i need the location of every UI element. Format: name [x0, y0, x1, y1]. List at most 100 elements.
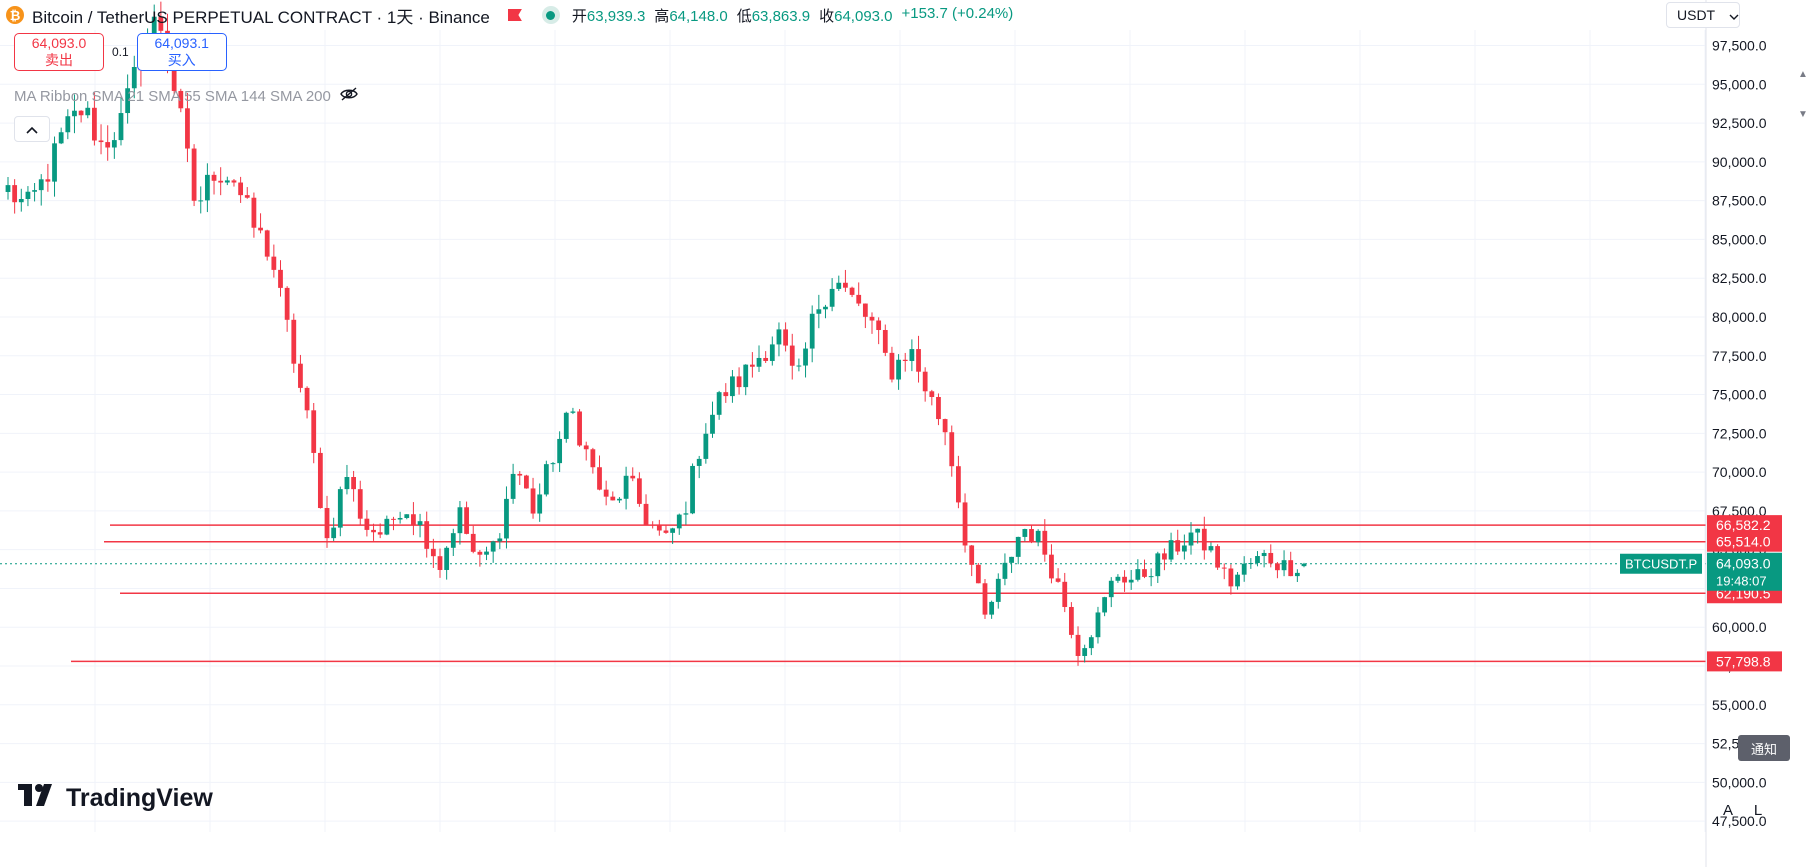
horizontal-levels[interactable] [0, 524, 1706, 663]
candle-body [902, 359, 908, 361]
candle-body [763, 357, 769, 361]
level-price-tag-label: 66,582.2 [1716, 517, 1771, 533]
sell-price: 64,093.0 [31, 35, 87, 51]
candle-body [929, 391, 935, 397]
candle-body [78, 110, 84, 116]
candle-body [543, 464, 549, 495]
low-value: 63,863.9 [751, 7, 811, 25]
grid [0, 30, 1706, 832]
buy-button[interactable]: 64,093.1 买入 [136, 33, 227, 71]
candle-body [1175, 540, 1181, 552]
candle-body [450, 533, 456, 548]
candle-body [749, 364, 755, 367]
ohlc-values: 开63,939.3 高64,148.0 低63,863.9 收64,093.0 … [572, 5, 1013, 26]
candle-body [1281, 560, 1287, 571]
spread-value: 0.1 [112, 45, 129, 59]
candle-body [969, 545, 975, 565]
flag-icon[interactable] [507, 9, 522, 21]
candle-body [796, 365, 802, 367]
candle-body [803, 348, 808, 366]
candle-body [995, 578, 1001, 602]
candle-body [1215, 546, 1220, 568]
candle-body [583, 445, 589, 450]
chart-header: ₿ Bitcoin / TetherUS PERPETUAL CONTRACT … [6, 0, 1013, 30]
candle-body [244, 195, 250, 198]
auto-scale-button[interactable]: A [1716, 798, 1740, 822]
candle-body [829, 288, 835, 307]
candle-body [922, 371, 928, 392]
price-tick-label: 97,500.0 [1712, 38, 1767, 54]
price-tick-label: 50,000.0 [1712, 774, 1767, 790]
price-tick-label: 55,000.0 [1712, 697, 1767, 713]
candle-body [590, 449, 596, 468]
symbol-title[interactable]: Bitcoin / TetherUS PERPETUAL CONTRACT · … [32, 7, 490, 27]
candle-body [45, 179, 51, 182]
price-tick-label: 72,500.0 [1712, 425, 1767, 441]
candle-body [251, 197, 257, 228]
candle-body [656, 524, 662, 531]
candle-body [869, 316, 875, 321]
candle-body [264, 230, 270, 257]
candle-body [816, 309, 822, 314]
currency-select[interactable]: USDT [1666, 2, 1740, 28]
log-scale-button[interactable]: L [1746, 798, 1770, 822]
candle-body [1135, 569, 1141, 580]
market-status-icon[interactable] [541, 6, 560, 24]
candle-body [337, 489, 343, 528]
candle-body [909, 349, 915, 361]
candle-body [284, 287, 290, 320]
trade-panel: 64,093.0 卖出 0.1 64,093.1 买入 [14, 33, 227, 71]
change-value: +153.7 (+0.24%) [901, 4, 1014, 22]
expand-toolbar-icon[interactable]: ▼ [1798, 109, 1808, 120]
collapse-legend-button[interactable] [14, 116, 50, 142]
candle-body [617, 498, 622, 501]
candle-body [204, 174, 210, 201]
price-tick-label: 77,500.0 [1712, 348, 1767, 364]
tradingview-logo[interactable]: TradingView [18, 784, 213, 813]
candle-body [1029, 529, 1034, 543]
candle-body [1128, 579, 1134, 583]
collapse-toolbar-icon[interactable]: ▲ [1798, 69, 1808, 80]
candle-body [783, 329, 788, 346]
candle-body [457, 507, 463, 534]
sell-button[interactable]: 64,093.0 卖出 [14, 33, 104, 71]
candle-body [490, 541, 496, 552]
candle-body [404, 514, 410, 518]
candle-body [823, 306, 828, 310]
candle-body [743, 364, 749, 388]
candle-body [1148, 576, 1154, 578]
candle-body [730, 376, 735, 397]
candle-body [1181, 545, 1187, 552]
candle-body [470, 533, 476, 552]
close-label: 收 [819, 7, 835, 25]
eye-off-icon[interactable] [339, 86, 359, 106]
candle-body [882, 330, 888, 353]
candle-body [411, 514, 416, 526]
indicator-label[interactable]: MA Ribbon SMA 21 SMA 55 SMA 144 SMA 200 [14, 87, 331, 105]
price-tick-label: 87,500.0 [1712, 193, 1767, 209]
candle-body [5, 185, 11, 192]
candle-body [464, 507, 469, 534]
candle-body [25, 191, 31, 200]
candle-body [690, 465, 695, 514]
notify-button[interactable]: 通知 [1738, 735, 1790, 761]
candle-body [437, 556, 443, 570]
candle-body [444, 547, 450, 570]
candle-body [1294, 572, 1300, 577]
indicator-legend[interactable]: MA Ribbon SMA 21 SMA 55 SMA 144 SMA 200 [14, 86, 359, 106]
candle-body [1228, 568, 1234, 587]
candle-body [916, 349, 921, 372]
candle-body [371, 529, 376, 533]
candle-body [1102, 597, 1108, 613]
candle-body [1022, 529, 1028, 537]
candle-body [504, 498, 509, 539]
candle-body [191, 148, 197, 201]
candle-body [896, 359, 901, 380]
candle-body [1068, 606, 1074, 635]
candle-body [218, 180, 224, 183]
candle-body [1049, 554, 1054, 579]
candle-body [610, 496, 616, 501]
candle-body [1301, 563, 1307, 567]
candle-body [1035, 530, 1041, 543]
